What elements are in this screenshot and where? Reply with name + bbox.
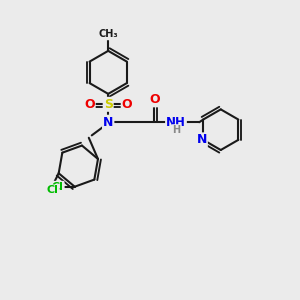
Text: N: N: [103, 116, 113, 129]
Text: S: S: [104, 98, 113, 111]
Text: Cl: Cl: [52, 182, 64, 192]
Text: CH₃: CH₃: [98, 29, 118, 39]
Text: NH: NH: [166, 116, 186, 129]
Text: H: H: [172, 125, 181, 135]
Text: Cl: Cl: [46, 185, 58, 195]
Text: O: O: [149, 93, 160, 106]
Text: O: O: [84, 98, 95, 111]
Text: N: N: [196, 133, 207, 146]
Text: O: O: [122, 98, 132, 111]
